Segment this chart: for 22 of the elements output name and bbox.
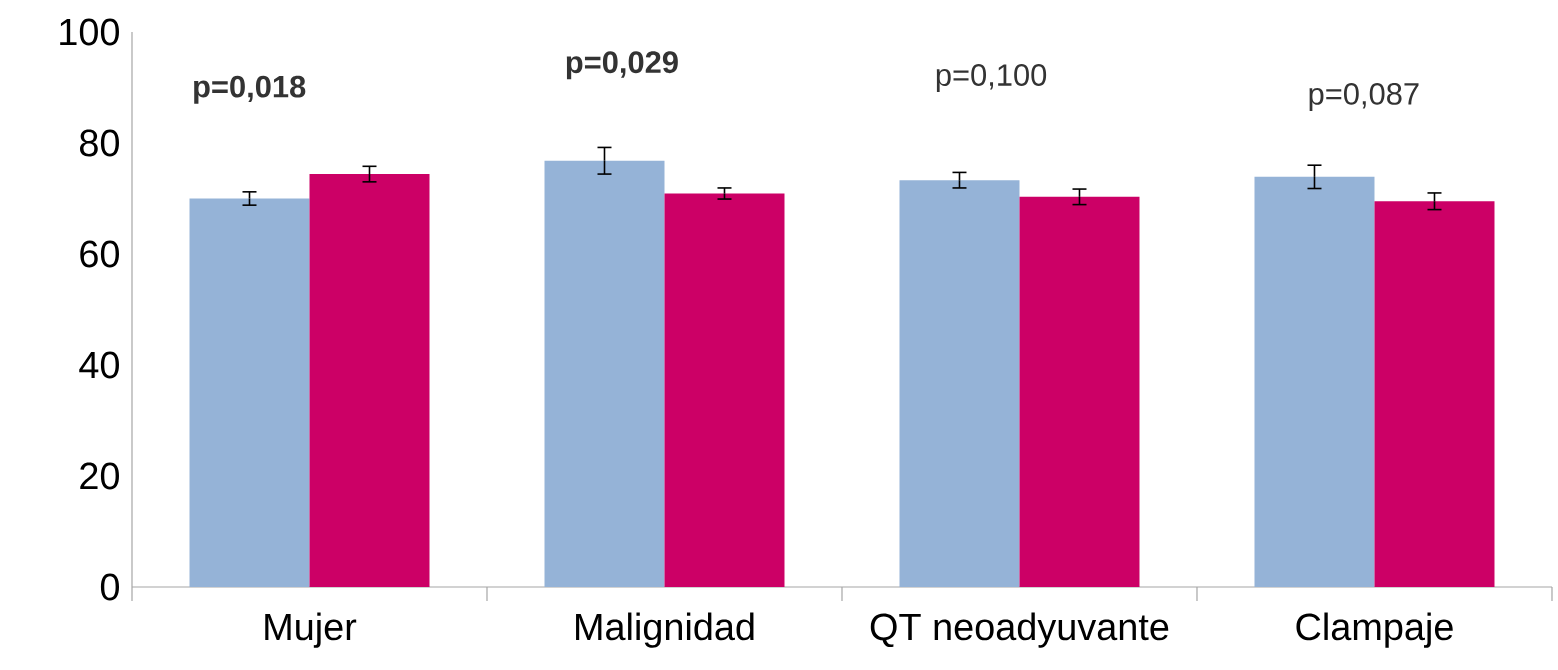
bar [1254,176,1375,587]
bar [544,160,665,587]
y-tick-label: 80 [80,129,119,157]
x-tick-label: QT neoadyuvante [870,612,1169,648]
y-tick-label: 100 [60,18,119,46]
y-tick-label: 20 [80,462,119,490]
y-tick-label: 0 [100,573,119,601]
x-tick-label: Malignidad [576,612,754,648]
bar [309,174,430,587]
y-tick-label: 60 [80,240,119,268]
annotation: p=0,087 [1309,82,1419,111]
annotation: p=0,018 [194,75,306,104]
bar [664,193,785,587]
bar [899,180,1020,587]
bar [189,198,310,587]
x-tick-label: Clampaje [1296,612,1453,648]
annotation: p=0,100 [936,64,1047,93]
x-tick-label: Mujer [265,612,357,648]
bar [1019,196,1140,587]
y-tick-label: 40 [79,351,119,379]
annotation: p=0,029 [566,51,678,80]
bar [1374,201,1495,587]
